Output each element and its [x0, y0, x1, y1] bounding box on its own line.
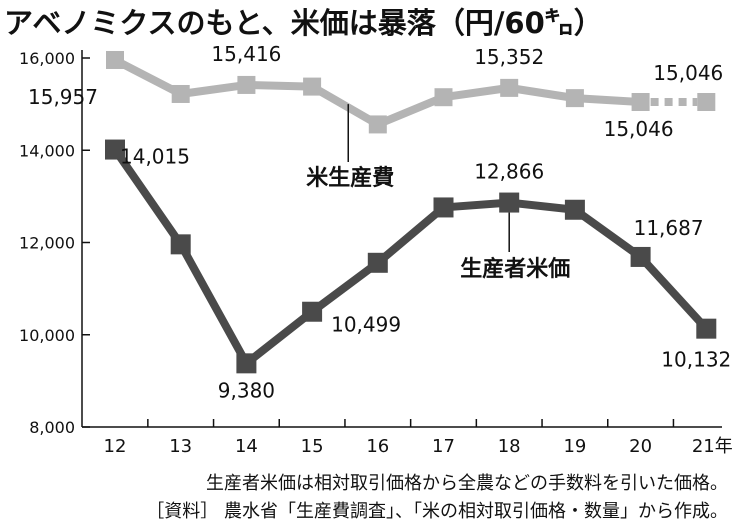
x-tick-label: 18 — [498, 436, 521, 457]
data-point-cost — [237, 75, 256, 94]
data-point-price — [367, 252, 388, 273]
data-point-cost — [697, 93, 716, 112]
x-tick-label: 12 — [104, 436, 127, 457]
series-label-cost: 米生産費 — [306, 165, 394, 191]
series-label-price: 生産者米価 — [460, 256, 570, 282]
data-point-price — [105, 139, 125, 160]
chart-title-text: アベノミクスのもと、米価は暴落 — [4, 6, 436, 40]
data-point-price — [170, 234, 191, 255]
data-point-cost — [171, 84, 190, 103]
x-tick-label: 15 — [301, 436, 324, 457]
data-label-cost: 15,416 — [211, 42, 281, 66]
data-label-cost: 15,352 — [474, 45, 544, 69]
data-label-cost: 15,046 — [604, 117, 674, 141]
data-point-cost — [631, 93, 650, 112]
series-line-cost — [113, 56, 641, 129]
data-point-cost — [303, 77, 322, 96]
data-label-price: 14,015 — [120, 145, 190, 169]
y-tick-label: 8,000 — [29, 418, 75, 437]
x-tick-label: 14 — [235, 436, 258, 457]
data-point-cost — [434, 88, 453, 107]
data-point-price — [564, 199, 585, 220]
chart-title: アベノミクスのもと、米価は暴落（円/60㌔） — [4, 0, 603, 42]
x-tick-label: 20 — [629, 436, 652, 457]
y-tick-label: 14,000 — [19, 141, 75, 160]
x-tick-label: 16 — [366, 436, 389, 457]
data-point-cost — [106, 50, 124, 69]
data-point-price — [302, 301, 323, 322]
data-point-price — [696, 318, 717, 339]
y-tick-label: 12,000 — [19, 234, 75, 253]
x-tick-label: 19 — [563, 436, 586, 457]
data-label-cost: 15,046 — [653, 61, 723, 85]
chart-unit: （円/60㌔） — [435, 6, 603, 40]
data-label-price: 9,380 — [218, 378, 275, 402]
chart-canvas: 8,000 10,000 12,000 14,000 16,000 12 13 14 15 16 1… — [19, 42, 733, 457]
data-label-price: 10,132 — [661, 348, 731, 372]
data-point-cost — [500, 78, 519, 97]
footnote-definition: 生産者米価は相対取引価格から全農などの手数料を引いた価格。 — [206, 473, 728, 494]
data-label-price: 12,866 — [474, 160, 544, 184]
data-point-price — [433, 197, 454, 218]
data-point-cost — [565, 89, 584, 108]
data-point-cost — [368, 115, 387, 134]
series-line-price — [111, 147, 710, 368]
data-point-price — [236, 353, 257, 374]
data-point-price — [630, 246, 651, 267]
data-label-price: 10,499 — [331, 313, 401, 337]
y-tick-label: 10,000 — [19, 326, 75, 345]
x-tick-label: 21年 — [692, 436, 733, 457]
data-label-price: 11,687 — [634, 216, 704, 240]
footnote-source: ［資料］ 農水省「生産費調査」、「米の相対取引価格・数量」から作成。 — [146, 501, 728, 522]
data-point-price — [499, 192, 520, 213]
data-label-cost: 15,957 — [28, 85, 98, 109]
x-tick-label: 13 — [169, 436, 192, 457]
x-tick-label: 17 — [432, 436, 455, 457]
y-tick-label: 16,000 — [19, 49, 75, 68]
